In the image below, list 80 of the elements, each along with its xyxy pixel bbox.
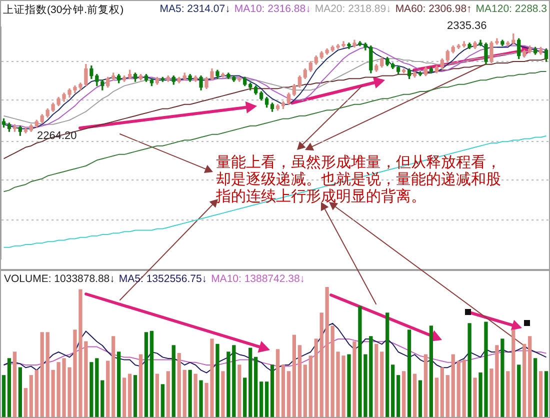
bar: [446, 375, 450, 417]
bar: [352, 341, 356, 417]
text: MA20: 2318.89↓: [314, 3, 392, 15]
bar: [18, 367, 22, 417]
bar: [248, 348, 252, 417]
bar: [473, 378, 477, 417]
bar: [155, 374, 160, 417]
bar: [238, 364, 242, 417]
bar: [434, 378, 438, 417]
bar: [402, 371, 406, 417]
bar: [259, 382, 264, 417]
text: MA60: 2306.98↑: [395, 3, 472, 15]
bar: [254, 356, 258, 417]
text: MA10: 2316.88↓: [234, 3, 311, 15]
bar: [281, 364, 286, 417]
bar: [12, 352, 17, 417]
text: MA10: 1388742.38↓: [211, 273, 306, 285]
chart-title: 上证指数(30分钟.前复权): [3, 3, 124, 17]
bar: [221, 371, 225, 417]
bar: [112, 336, 116, 417]
bar: [429, 326, 434, 417]
bar: [286, 371, 291, 417]
bar: [138, 354, 143, 417]
bar: [412, 374, 417, 417]
bar: [100, 380, 104, 417]
bar: [172, 345, 176, 417]
bar: [396, 375, 400, 417]
bar: [506, 371, 510, 417]
bar: [390, 364, 395, 417]
bar: [468, 323, 472, 417]
bar: [7, 358, 12, 417]
bar: [407, 330, 412, 417]
bar: [308, 356, 312, 417]
bar: [500, 338, 504, 417]
bar: [29, 375, 33, 417]
bar: [182, 370, 186, 417]
bar: [522, 344, 526, 417]
bar: [517, 364, 521, 417]
bar: [2, 375, 6, 417]
text: MA120: 2288.3: [476, 3, 547, 15]
bar: [538, 371, 543, 417]
bar: [314, 338, 318, 417]
bar: [533, 358, 538, 417]
bar: [347, 354, 351, 417]
bar: [128, 374, 132, 417]
bar: [216, 344, 220, 417]
bar: [451, 354, 455, 417]
bar: [188, 370, 192, 417]
bar: [386, 312, 390, 417]
bar: [264, 382, 269, 417]
bar: [298, 345, 302, 417]
bar: [177, 352, 181, 417]
bar: [243, 378, 247, 417]
text: MA5: 2314.07↓: [160, 3, 230, 15]
bar: [194, 374, 198, 417]
text: VOLUME: 1033878.88↓: [4, 273, 115, 285]
bar: [424, 354, 428, 417]
bar: [270, 364, 274, 417]
bar: [133, 375, 138, 417]
bar: [528, 336, 532, 417]
bar: [122, 378, 126, 417]
bar: [106, 360, 110, 417]
bar: [440, 367, 444, 417]
bar: [166, 371, 170, 417]
bar: [116, 352, 121, 417]
bar: [40, 332, 44, 417]
bar: [544, 371, 548, 417]
annotation: 2335.36: [447, 20, 487, 32]
bar: [34, 370, 38, 417]
bar: [303, 364, 307, 417]
bar: [418, 380, 422, 417]
bar: [199, 380, 203, 417]
bar: [24, 388, 28, 417]
bar: [276, 349, 280, 417]
bar: [144, 332, 148, 417]
bar: [380, 352, 384, 417]
bar: [160, 384, 164, 417]
bar: [292, 334, 296, 417]
bar: [150, 330, 154, 417]
bar: [374, 344, 378, 417]
